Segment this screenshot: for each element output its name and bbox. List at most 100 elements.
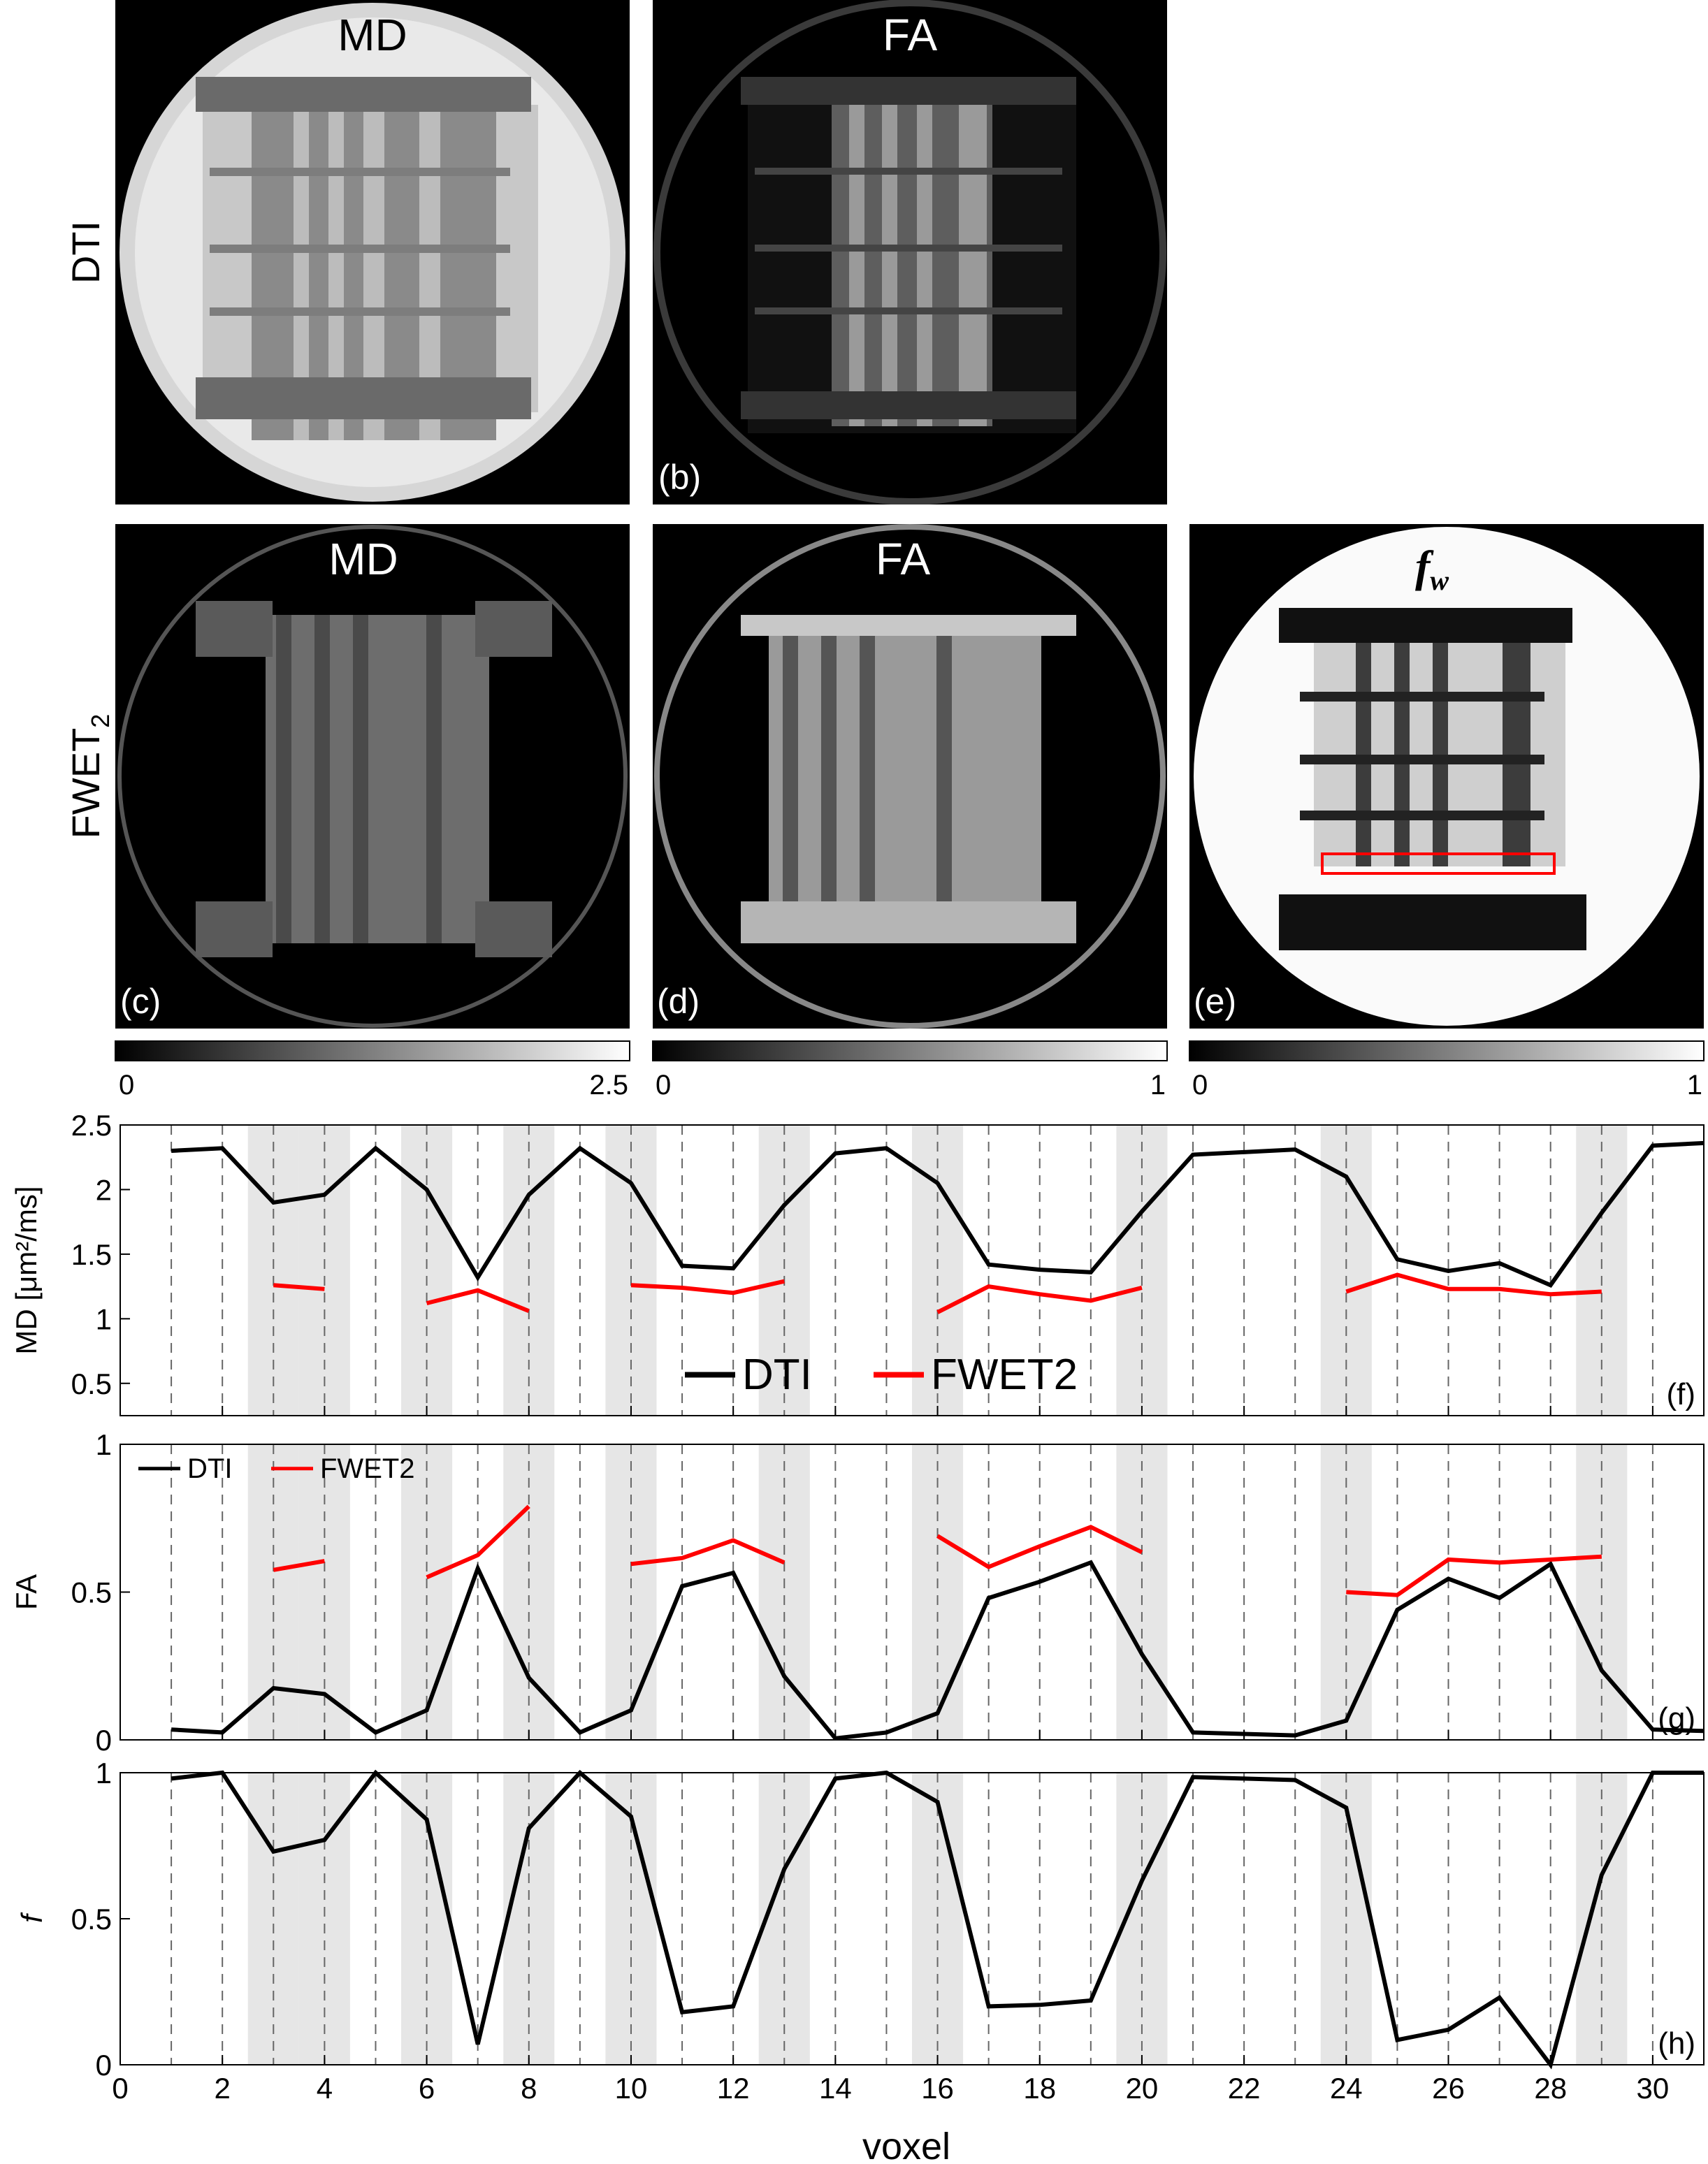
shaded-band (247, 1125, 299, 1416)
legend-entry: FWET2 (320, 1453, 415, 1484)
y-axis-label: f (15, 1912, 48, 1923)
shaded-band (247, 1444, 299, 1740)
series-line-fwet2 (426, 1504, 530, 1580)
series-line-f (171, 1769, 1704, 2070)
x-tick-label: 0 (112, 2072, 128, 2105)
y-tick-label: 1 (96, 1757, 112, 1789)
series-line-dti (171, 1140, 1705, 1288)
shaded-band (401, 1773, 453, 2065)
x-tick-label: 16 (921, 2072, 954, 2105)
shaded-band (1576, 1125, 1628, 1416)
shaded-band (1576, 1444, 1628, 1740)
series-line-fwet2 (1345, 1272, 1602, 1297)
panel-letter: (h) (1658, 2026, 1695, 2061)
y-tick-label: 0 (96, 2049, 112, 2082)
image-panel-d (653, 524, 1167, 1029)
shaded-band (1576, 1773, 1628, 2065)
image-panel-a (115, 0, 630, 504)
x-tick-label: 10 (615, 2072, 648, 2105)
legend-entry: DTI (742, 1351, 812, 1399)
series-line-fwet2 (936, 1525, 1143, 1569)
y-tick-label: 0.5 (71, 1367, 112, 1400)
shaded-band (1116, 1125, 1168, 1416)
x-tick-label: 8 (521, 2072, 537, 2105)
series-line-fwet2 (936, 1284, 1143, 1314)
y-tick-label: 2 (96, 1173, 112, 1206)
image-panel-b (653, 0, 1167, 504)
colorbar-1: 0 2.5 (115, 1040, 630, 1101)
row-label-fwet2: FWET2 (64, 714, 115, 839)
image-letter-a: (a) (122, 458, 164, 497)
panel-letter: (g) (1658, 1701, 1695, 1736)
image-title-a: MD (338, 10, 407, 60)
shaded-band (1116, 1444, 1168, 1740)
image-letter-e: (e) (1194, 982, 1236, 1021)
image-panel-c (115, 524, 630, 1029)
y-axis-label: MD [μm²/ms] (10, 1186, 43, 1354)
x-tick-label: 6 (419, 2072, 435, 2105)
colorbar-3: 0 1 (1189, 1040, 1705, 1101)
series-line-fwet2 (630, 1538, 786, 1567)
shaded-band (401, 1444, 453, 1740)
row-label-dti: DTI (64, 221, 108, 284)
panel-letter: (f) (1666, 1377, 1695, 1411)
y-tick-label: 1 (96, 1302, 112, 1335)
x-tick-label: 20 (1126, 2072, 1159, 2105)
chart-f-profile: 10.500 2 4 6 8 10 12 14 16 18 20 22 24 26 28 30f(h) (15, 1757, 1705, 2105)
chart-fa-profile: 1 0.5 0 FA (g) DTI FWET2 (10, 1428, 1705, 1757)
series-line-fwet2 (273, 1559, 325, 1572)
plot-frame (120, 1124, 1705, 1416)
shaded-band (503, 1444, 555, 1740)
x-tick-label: 28 (1534, 2072, 1567, 2105)
shaded-band (912, 1444, 964, 1740)
image-title-b: FA (883, 10, 938, 60)
series-line-fwet2 (1346, 1554, 1602, 1597)
roi-rectangle (1321, 852, 1556, 875)
legend-entry: DTI (187, 1453, 232, 1484)
x-axis-label: voxel (862, 2126, 950, 2164)
colorbar-1-max: 2.5 (589, 1070, 628, 1101)
colorbar-3-max: 1 (1687, 1070, 1702, 1101)
shaded-band (758, 1444, 810, 1740)
x-tick-label: 26 (1432, 2072, 1465, 2105)
image-letter-d: (d) (657, 982, 700, 1021)
x-tick-label: 12 (717, 2072, 750, 2105)
y-tick-label: 1.5 (71, 1238, 112, 1271)
x-tick-label: 18 (1023, 2072, 1056, 2105)
legend-entry: FWET2 (931, 1351, 1078, 1399)
series-line-fwet2 (273, 1283, 325, 1291)
x-tick-label: 2 (215, 2072, 231, 2105)
series-line-fwet2 (426, 1288, 530, 1314)
shaded-band (247, 1773, 299, 2065)
colorbar-2-max: 1 (1150, 1070, 1166, 1101)
series-line-fwet2 (630, 1279, 785, 1295)
x-tick-label: 24 (1330, 2072, 1363, 2105)
colorbar-2: 0 1 (652, 1040, 1168, 1101)
x-tick-label: 14 (819, 2072, 852, 2105)
x-tick-label: 4 (317, 2072, 333, 2105)
shaded-band (605, 1444, 657, 1740)
image-title-d: FA (876, 534, 931, 584)
y-tick-label: 0.5 (71, 1903, 112, 1936)
colorbar-1-min: 0 (119, 1070, 134, 1101)
shaded-band (298, 1125, 350, 1416)
colorbar-3-min: 0 (1192, 1070, 1208, 1101)
x-tick-label: 30 (1637, 2072, 1670, 2105)
image-panel-e (1189, 524, 1704, 1029)
y-tick-label: 0 (96, 1724, 112, 1757)
y-tick-label: 1 (96, 1428, 112, 1461)
image-letter-b: (b) (658, 458, 701, 497)
y-tick-label: 2.5 (71, 1109, 112, 1142)
image-letter-c: (c) (120, 982, 161, 1021)
x-tick-label: 22 (1228, 2072, 1261, 2105)
y-axis-label: FA (10, 1574, 43, 1610)
y-tick-label: 0.5 (71, 1576, 112, 1609)
shaded-band (401, 1125, 453, 1416)
chart-md-profile: 2.5 2 1.5 1 0.5 MD [μm²/ms] (f) DTI FWET2 (10, 1109, 1705, 1416)
image-title-c: MD (328, 534, 398, 584)
colorbar-2-min: 0 (656, 1070, 671, 1101)
shaded-band (912, 1773, 964, 2065)
shaded-band (503, 1125, 555, 1416)
series-line-dti (171, 1560, 1705, 1741)
